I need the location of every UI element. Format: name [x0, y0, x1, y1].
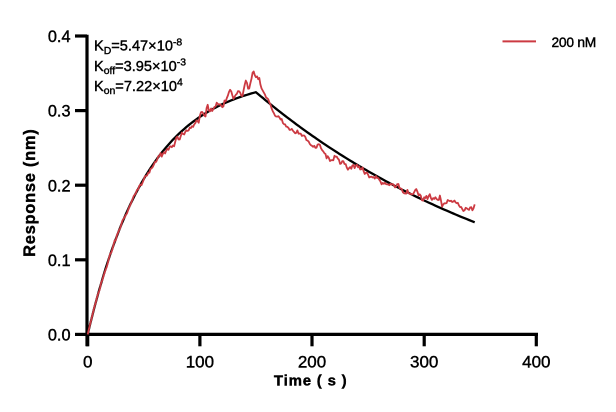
svg-text:400: 400 — [522, 352, 550, 371]
svg-text:KD=5.47×10-8: KD=5.47×10-8 — [94, 37, 182, 57]
svg-text:200: 200 — [298, 352, 326, 371]
svg-text:300: 300 — [410, 352, 438, 371]
svg-text:0: 0 — [83, 352, 92, 371]
svg-text:0.0: 0.0 — [48, 327, 71, 345]
svg-text:Koff=3.95×10-3: Koff=3.95×10-3 — [94, 57, 186, 77]
svg-text:100: 100 — [186, 352, 214, 371]
svg-text:Time ( s ): Time ( s ) — [274, 372, 348, 389]
svg-text:200 nM: 200 nM — [552, 35, 597, 50]
svg-text:Response (nm): Response (nm) — [21, 129, 39, 257]
svg-text:0.1: 0.1 — [48, 252, 71, 270]
svg-text:0.2: 0.2 — [48, 177, 71, 195]
svg-text:Kon=7.22×104: Kon=7.22×104 — [94, 78, 183, 98]
svg-text:0.4: 0.4 — [48, 28, 71, 46]
svg-text:0.3: 0.3 — [48, 103, 71, 121]
